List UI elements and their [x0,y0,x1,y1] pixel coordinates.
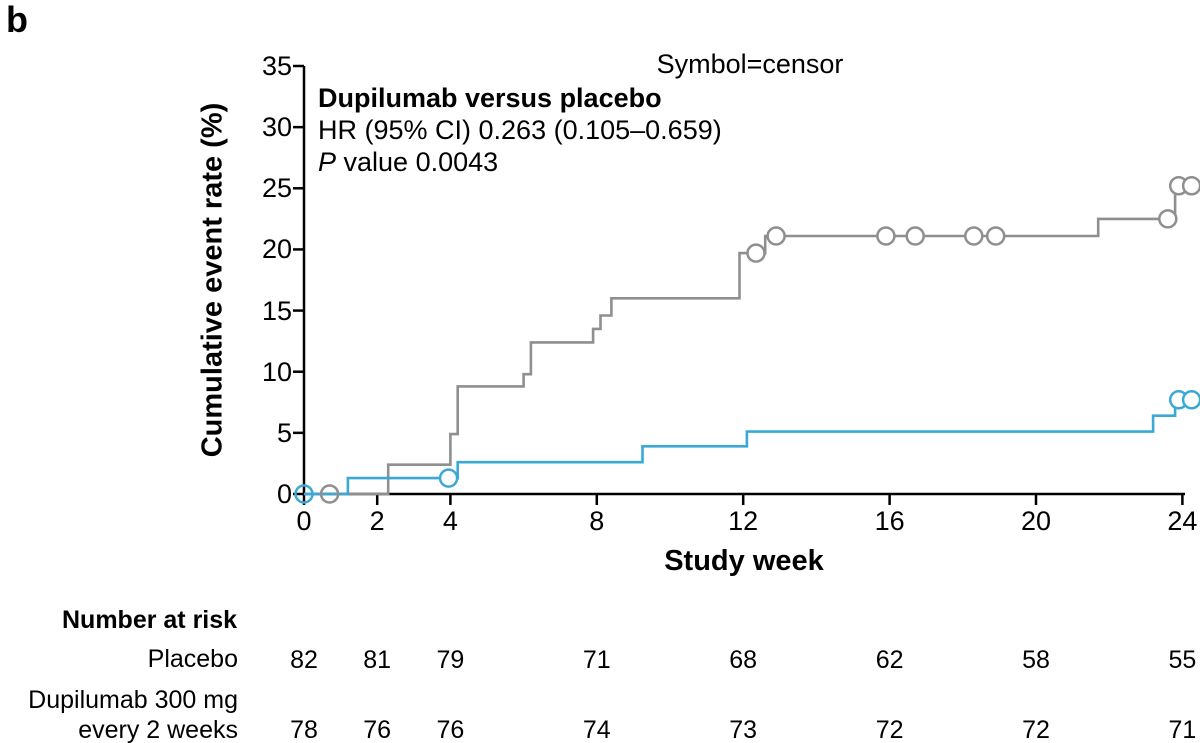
number-at-risk-header: Number at risk [62,606,238,634]
risk-count: 71 [582,646,611,674]
y-tick-label: 15 [261,295,292,326]
risk-count: 82 [290,646,318,674]
placebo-censor-mark [985,226,1006,246]
placebo-censor-mark [746,243,766,263]
y-tick-label: 10 [261,356,292,387]
placebo-curve [304,184,1196,496]
risk-row-label: Placebo [147,645,238,673]
risk-count: 79 [436,646,465,674]
risk-count: 62 [875,646,904,674]
risk-count: 81 [363,646,392,674]
placebo-censor-mark [905,226,925,246]
dupilumab-censor-mark [1181,390,1200,410]
x-tick-label: 16 [874,506,905,536]
placebo-censor-mark [766,226,786,246]
risk-row-label: Dupilumab 300 mg [28,686,238,714]
hazard-ratio-text: HR (95% CI) 0.263 (0.105–0.659) [318,115,722,145]
x-tick-label: 4 [442,506,458,536]
y-tick-label: 35 [261,51,292,81]
risk-count: 72 [1022,716,1050,743]
x-tick-label: 12 [728,506,759,536]
x-axis-title: Study week [664,545,824,577]
y-tick-label: 30 [261,112,292,143]
y-tick-label: 25 [261,173,292,204]
risk-count: 68 [729,646,758,674]
y-axis-title: Cumulative event rate (%) [196,102,229,458]
risk-count: 76 [436,716,465,743]
x-tick-label: 0 [296,506,312,536]
risk-count: 73 [729,716,758,743]
dupilumab-curve [304,398,1196,496]
y-tick-label: 5 [276,417,292,448]
y-tick-label: 0 [276,479,292,509]
x-tick-label: 24 [1167,506,1198,536]
p-value-rest: value 0.0043 [336,147,499,177]
panel-label: b [6,0,28,40]
risk-row-label: every 2 weeks [78,716,238,743]
risk-count: 55 [1168,646,1197,674]
p-value-text: P value 0.0043 [318,149,498,176]
risk-count: 78 [290,716,318,743]
risk-count: 72 [875,716,904,743]
risk-count: 74 [582,716,611,743]
placebo-censor-mark [319,484,340,504]
x-tick-label: 20 [1020,506,1052,536]
placebo-censor-mark [876,226,896,246]
risk-count: 71 [1168,716,1197,743]
placebo-censor-mark [1181,176,1200,196]
placebo-censor-mark [964,226,984,246]
p-symbol: P [318,147,337,177]
risk-count: 58 [1022,646,1050,674]
x-tick-label: 8 [589,506,605,536]
risk-count: 76 [363,716,392,743]
censor-symbol-note: Symbol=censor [656,49,844,79]
dupilumab-censor-mark [438,468,459,488]
y-tick-label: 20 [261,234,292,265]
comparison-label: Dupilumab versus placebo [318,83,662,113]
x-tick-label: 2 [369,506,385,536]
placebo-censor-mark [1158,209,1178,229]
dupilumab-censor-mark [294,484,314,504]
